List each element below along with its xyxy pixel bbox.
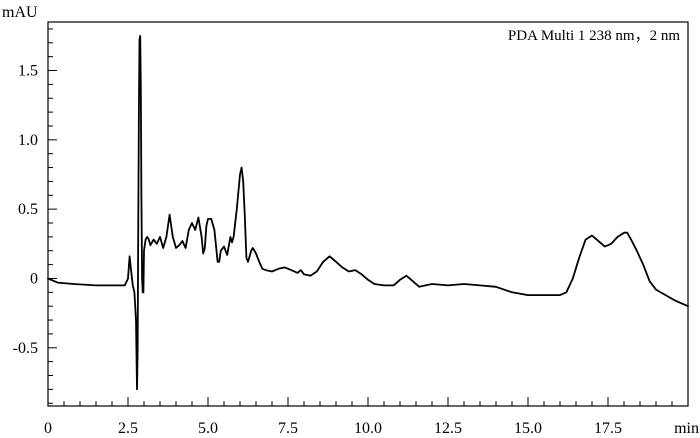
x-tick-label: 15.0 [514,420,542,437]
y-tick-label: 1.5 [18,63,38,80]
x-axis-tick-labels: 0 2.5 5.0 7.5 10.0 12.5 15.0 17.5 min [44,420,699,437]
plot-frame [47,21,689,407]
x-tick-label: min [674,420,699,437]
legend-label: PDA Multi 1 238 nm，2 nm [508,28,680,44]
x-tick-label: 12.5 [434,420,462,437]
y-tick-label: 0.5 [18,201,38,218]
x-axis-ticks [47,397,689,406]
x-tick-label: 5.0 [198,420,218,437]
x-tick-label: 7.5 [278,420,298,437]
y-tick-label: 0 [30,270,38,287]
x-tick-label: 2.5 [118,420,138,437]
y-tick-label: 1.0 [18,132,38,149]
y-axis-tick-labels: -0.5 0 0.5 1.0 1.5 [13,63,38,357]
x-tick-label: 17.5 [594,420,622,437]
series-line-pda-trace [47,35,689,391]
y-axis-label: mAU [2,4,38,21]
x-tick-label: 10.0 [354,420,382,437]
y-tick-label: -0.5 [13,340,38,357]
x-tick-label: 0 [44,420,52,437]
y-axis-ticks [48,28,57,404]
